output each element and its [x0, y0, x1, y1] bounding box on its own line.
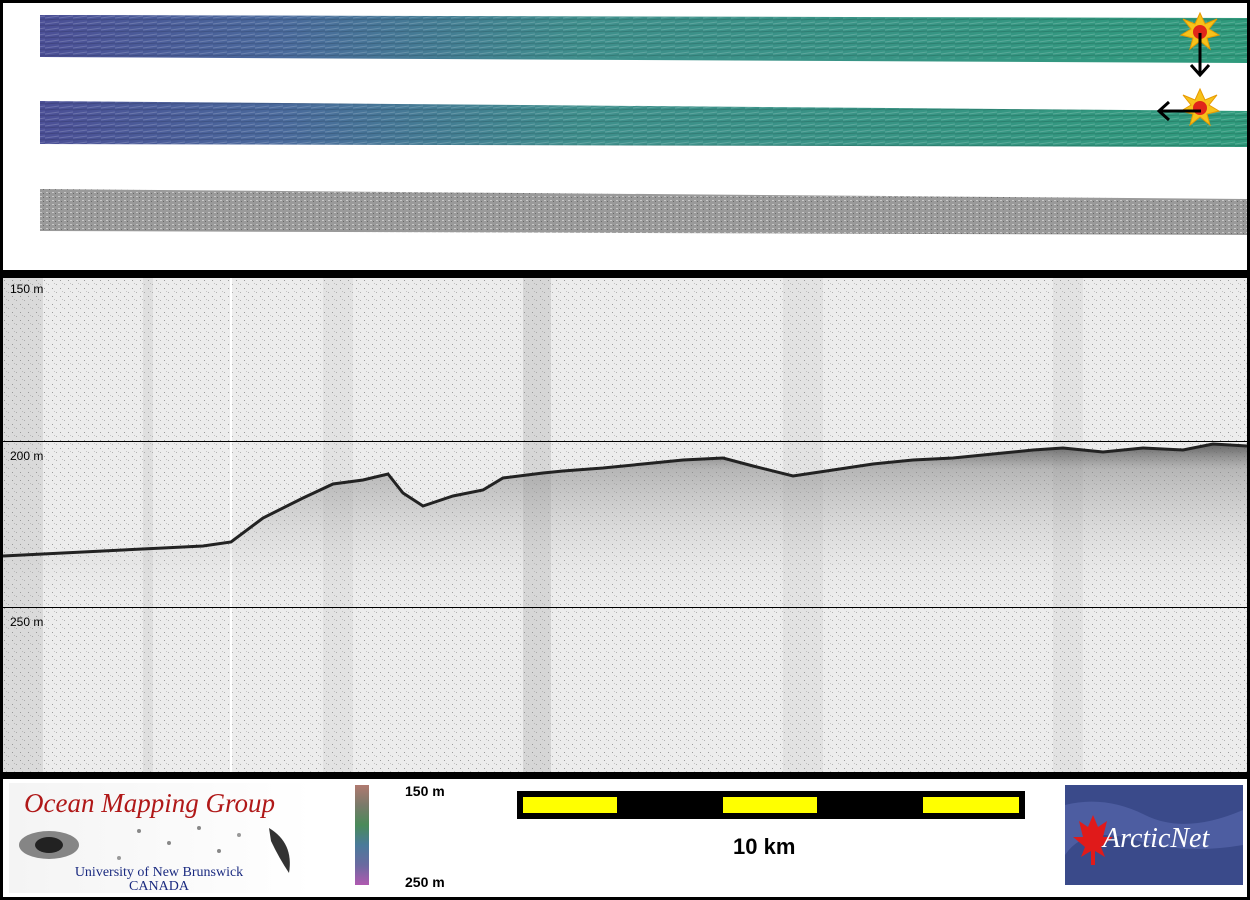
swath-map-panel [3, 3, 1247, 270]
ocean-mapping-group-logo: Ocean Mapping Group University of New Br… [9, 783, 313, 894]
echogram-panel: 150 m 200 m 250 m [3, 278, 1247, 772]
arrow-left-icon [1156, 100, 1201, 122]
footer-panel: Ocean Mapping Group University of New Br… [3, 779, 1247, 897]
legend-top-label: 150 m [405, 783, 445, 799]
scale-bar [517, 791, 1025, 819]
sidescan-strip [40, 189, 1247, 235]
omg-university: University of New Brunswick [74, 865, 244, 880]
seabed-image-icon [19, 826, 290, 873]
depth-label-200: 200 m [10, 449, 44, 463]
legend-bottom-label: 250 m [405, 874, 445, 890]
arrow-down-icon [1189, 33, 1211, 78]
arcticnet-logo: ArcticNet [1065, 785, 1243, 885]
depth-label-150: 150 m [10, 282, 44, 296]
depth-label-250: 250 m [10, 615, 44, 629]
depth-gridline-250 [3, 607, 1247, 608]
maple-leaf-icon [1065, 801, 1243, 865]
seabed-return [3, 444, 1247, 608]
depth-gridline-200 [3, 441, 1247, 442]
echogram-image [3, 278, 1247, 772]
omg-title: Ocean Mapping Group [24, 788, 275, 818]
depth-color-legend [355, 785, 369, 885]
swath-strips [40, 11, 1247, 235]
arcticnet-text: ArcticNet [1103, 823, 1210, 854]
omg-country: CANADA [129, 879, 189, 894]
scale-bar-label: 10 km [733, 834, 796, 859]
